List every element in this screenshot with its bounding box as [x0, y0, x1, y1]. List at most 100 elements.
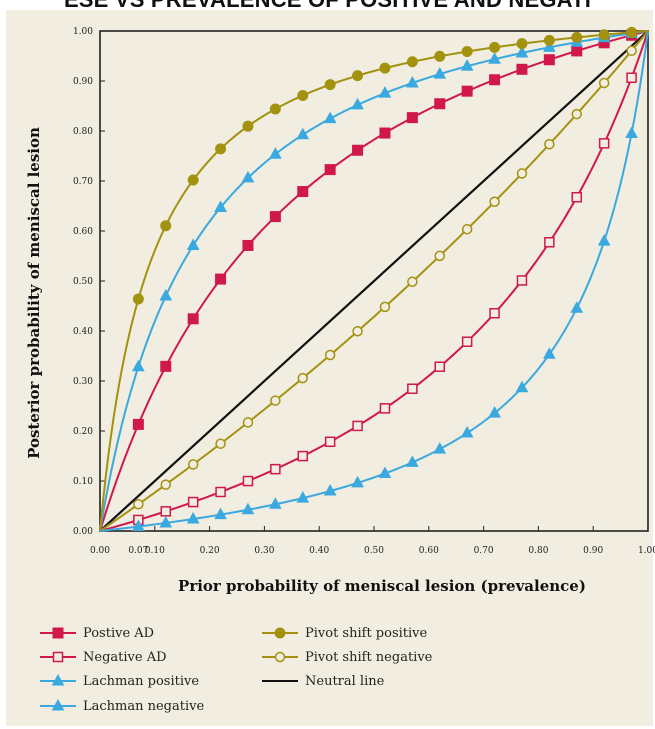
- legend-swatch-marker: [51, 673, 65, 686]
- data-point: [214, 507, 227, 520]
- y-axis-title: Posterior probability of meniscal lesion: [25, 127, 43, 459]
- legend-swatch-marker: [52, 627, 64, 639]
- data-point: [489, 74, 501, 86]
- data-point: [160, 360, 172, 372]
- data-point: [269, 147, 282, 159]
- data-point: [516, 168, 528, 179]
- data-point: [269, 103, 281, 115]
- data-point: [516, 63, 528, 75]
- legend-item: Neutral line: [262, 674, 385, 689]
- data-point: [543, 347, 556, 359]
- legend-swatch-marker: [274, 651, 286, 663]
- data-point: [351, 475, 364, 488]
- series-group: [99, 30, 649, 532]
- data-point: [461, 336, 473, 347]
- data-point: [434, 98, 446, 110]
- data-point: [159, 515, 173, 528]
- y-tick-label: 0.10: [73, 477, 93, 487]
- data-point: [626, 45, 637, 57]
- data-point: [379, 127, 391, 139]
- data-point: [351, 97, 364, 110]
- data-point: [269, 497, 282, 509]
- data-point: [598, 77, 610, 89]
- data-point: [379, 403, 391, 414]
- data-point: [598, 29, 610, 41]
- data-point: [378, 86, 392, 98]
- data-point: [187, 313, 199, 325]
- data-point: [515, 45, 529, 58]
- data-point: [515, 380, 529, 393]
- data-point: [296, 491, 310, 503]
- x-tick-label: 0.80: [528, 546, 548, 556]
- legend-item: Postive AD: [40, 626, 154, 641]
- data-point: [242, 417, 254, 428]
- data-point: [598, 138, 610, 149]
- data-point: [571, 108, 583, 120]
- data-point: [352, 326, 363, 337]
- x-tick-label: 0.60: [419, 546, 439, 556]
- series-group: [99, 30, 649, 532]
- series-group: [99, 26, 649, 532]
- data-point: [460, 59, 474, 71]
- data-point: [187, 496, 199, 508]
- legend-label: Negative AD: [83, 650, 167, 665]
- y-tick-label: 0.60: [73, 227, 93, 237]
- data-point: [132, 359, 145, 372]
- series-group: [99, 30, 649, 532]
- data-point: [543, 54, 555, 66]
- data-point: [625, 126, 638, 138]
- data-point: [296, 127, 310, 140]
- data-point: [297, 89, 309, 101]
- data-point: [241, 502, 255, 515]
- x-tick-label: 0.70: [474, 546, 494, 556]
- legend-swatch-marker: [51, 698, 65, 711]
- x-tick-label: 0.20: [200, 546, 220, 556]
- data-point: [324, 436, 336, 448]
- data-point: [406, 75, 419, 88]
- y-tick-label: 0.50: [73, 277, 93, 287]
- data-point: [433, 67, 447, 79]
- data-point: [571, 45, 583, 57]
- data-point: [543, 40, 556, 52]
- data-point: [297, 186, 309, 198]
- data-point: [461, 85, 473, 97]
- data-point: [379, 301, 391, 313]
- x-tick-label: 0.10: [145, 546, 165, 556]
- data-point: [242, 475, 254, 487]
- data-point: [324, 349, 336, 361]
- data-point: [543, 34, 555, 46]
- data-point: [516, 38, 528, 50]
- data-point: [406, 56, 418, 68]
- data-point: [597, 234, 611, 246]
- data-point: [297, 450, 309, 462]
- data-point: [352, 144, 364, 156]
- y-tick-label: 0.80: [73, 127, 93, 137]
- data-point: [488, 406, 501, 418]
- data-point: [324, 79, 336, 91]
- data-point: [407, 276, 418, 287]
- data-point: [544, 138, 555, 150]
- data-point: [186, 238, 200, 250]
- data-point: [242, 239, 254, 251]
- data-point: [215, 438, 226, 449]
- legend-label: Lachman positive: [83, 674, 199, 689]
- data-point: [406, 455, 419, 467]
- legend-item: Negative AD: [40, 650, 167, 665]
- series-group: [99, 26, 649, 532]
- legend-swatch-marker: [274, 627, 286, 639]
- data-point: [270, 395, 281, 406]
- x-axis-title: Prior probability of meniscal lesion (pr…: [178, 577, 586, 595]
- data-point: [461, 223, 473, 235]
- data-point: [160, 220, 172, 232]
- data-point: [379, 62, 391, 74]
- data-point: [297, 372, 309, 384]
- chart-title: ESE VS PREVALENCE OF POSITIVE AND NEGATI: [0, 0, 655, 13]
- data-point: [434, 50, 446, 62]
- data-point: [516, 275, 528, 286]
- data-point: [215, 273, 227, 285]
- data-point: [132, 519, 145, 532]
- data-point: [186, 511, 200, 524]
- neutral-line: [99, 30, 649, 532]
- legend-label: Pivot shift negative: [305, 650, 433, 665]
